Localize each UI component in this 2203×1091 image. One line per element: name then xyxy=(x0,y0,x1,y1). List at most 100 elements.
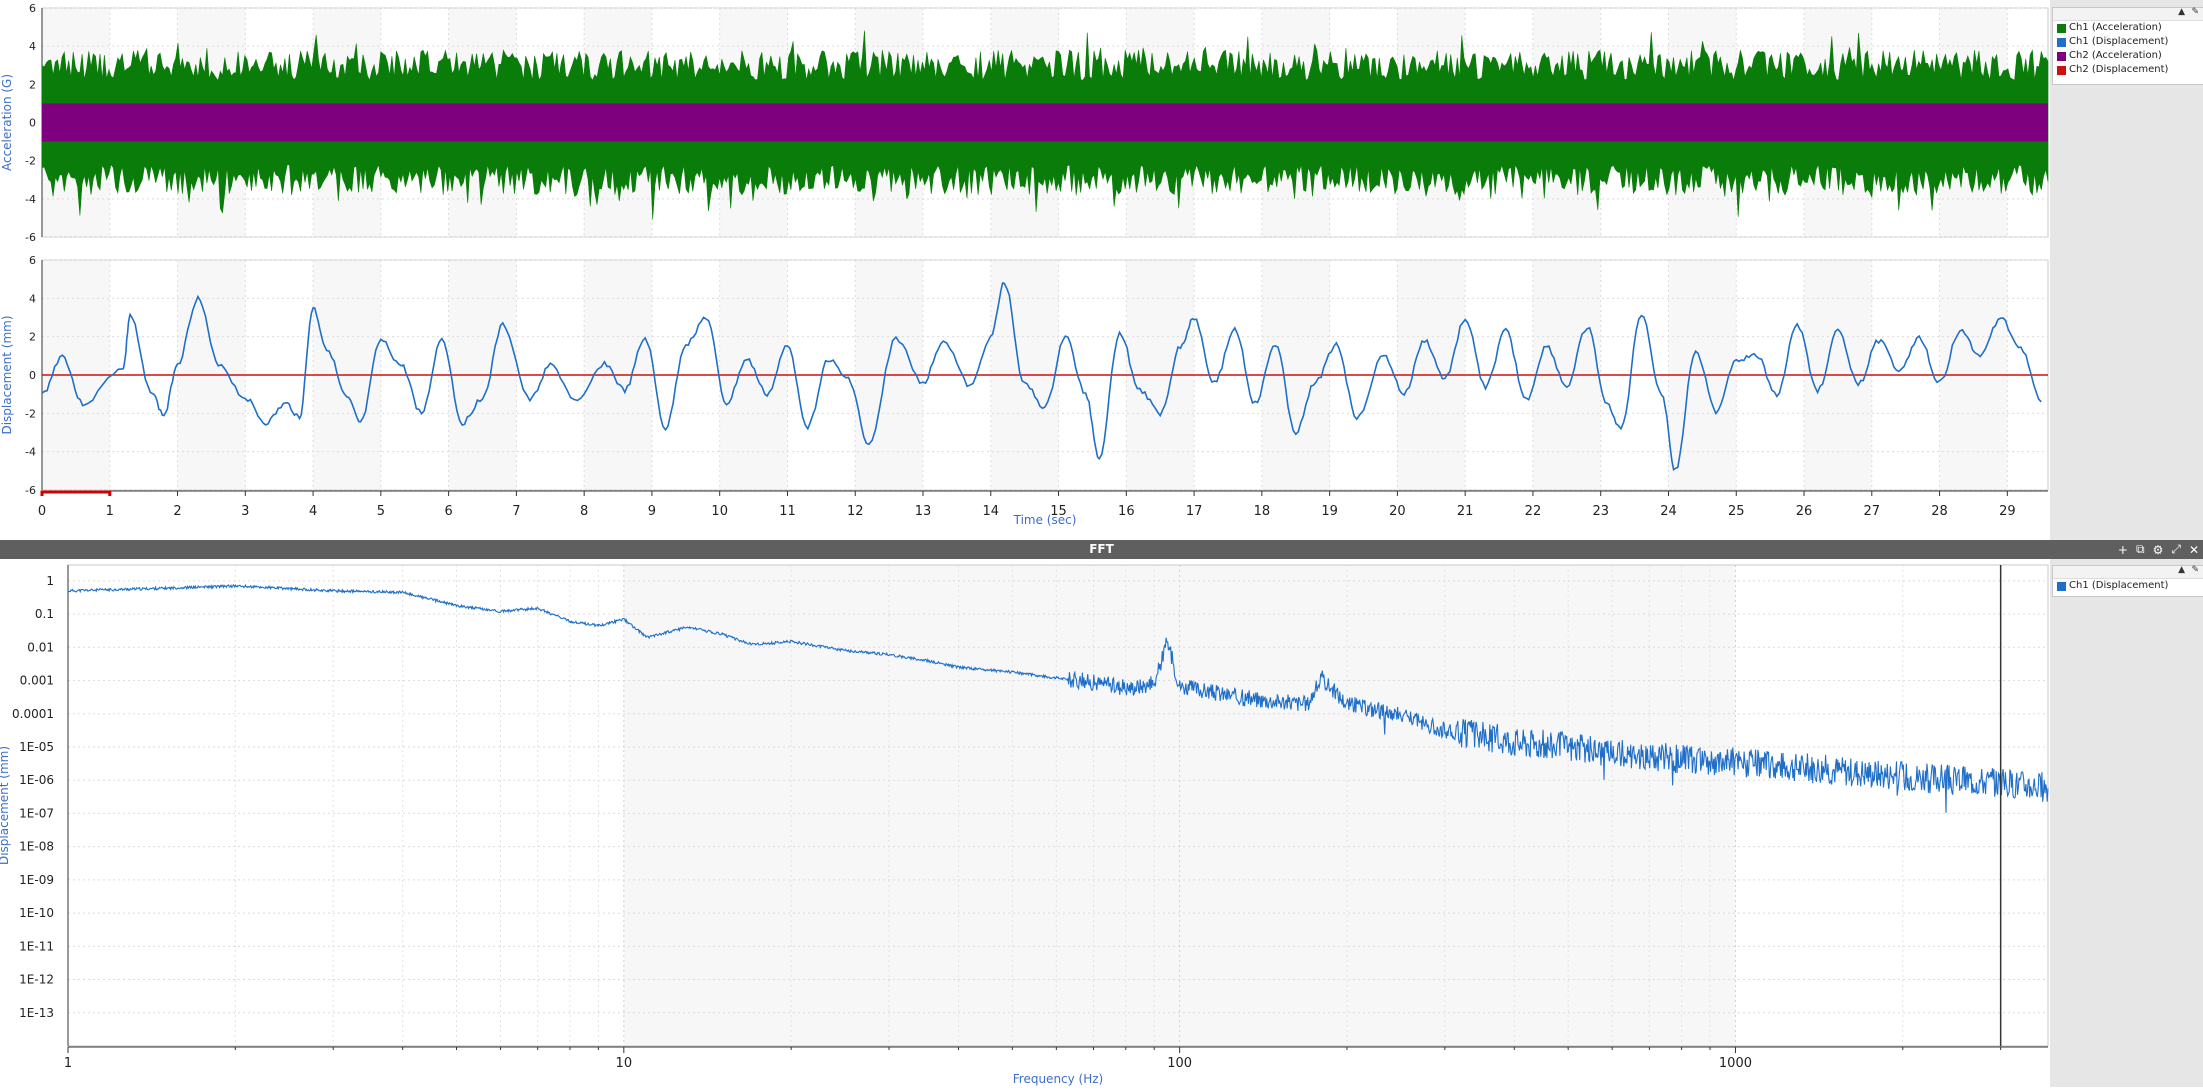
x-tick-label: 100 xyxy=(1167,1056,1192,1071)
x-tick-label: 1 xyxy=(64,1056,72,1071)
y-axis-label: Acceleration (G) xyxy=(0,74,14,171)
legend-time[interactable]: ▲ ✎ Ch1 (Acceleration) Ch1 (Displacement… xyxy=(2052,7,2203,85)
legend-item[interactable]: Ch1 (Displacement) xyxy=(2053,579,2203,593)
copy-icon[interactable]: ⧉ xyxy=(2135,542,2145,556)
x-tick-label: 8 xyxy=(580,504,588,519)
x-tick-label: 26 xyxy=(1796,504,1813,519)
x-tick-label: 13 xyxy=(915,504,932,519)
y-tick-label: 6 xyxy=(29,254,36,267)
y-tick-label: 4 xyxy=(29,292,36,305)
y-tick-label: 1E-11 xyxy=(19,939,54,953)
y-tick-label: 2 xyxy=(29,331,36,344)
add-icon[interactable]: + xyxy=(2117,542,2128,557)
legend-item[interactable]: Ch1 (Displacement) xyxy=(2053,35,2203,49)
x-tick-label: 17 xyxy=(1186,504,1203,519)
x-tick-label: 10 xyxy=(711,504,728,519)
x-tick-label: 10 xyxy=(616,1056,633,1071)
legend-sidebar xyxy=(2050,0,2203,540)
y-tick-label: 0.001 xyxy=(20,674,54,688)
time-domain-panel: 6 4 2 0 -2 -4 -6 Acceleration (G) 6 4 2 0 -2 -4 -6 Disp… xyxy=(0,0,2203,540)
y-tick-label: 2 xyxy=(29,78,36,91)
x-tick-label: 1 xyxy=(106,504,114,519)
edit-icon[interactable]: ✎ xyxy=(2191,7,2199,17)
legend-sidebar-fft xyxy=(2050,559,2203,1087)
x-tick-label: 15 xyxy=(1050,504,1067,519)
edit-icon[interactable]: ✎ xyxy=(2191,565,2199,575)
x-tick-label: 24 xyxy=(1660,504,1677,519)
x-tick-label: 29 xyxy=(1999,504,2016,519)
collapse-icon[interactable]: ▲ xyxy=(2178,7,2185,17)
fft-chart[interactable]: 1 0.1 0.01 0.001 0.0001 1E-05 1E-06 1E-07 1E-08 1… xyxy=(0,559,2052,1087)
y-tick-label: -6 xyxy=(25,231,36,244)
maximize-icon[interactable]: ⤢ xyxy=(2171,542,2181,556)
fft-window-buttons: + ⧉ ⚙ ⤢ ✕ xyxy=(2118,540,2199,559)
fft-panel: 1 0.1 0.01 0.001 0.0001 1E-05 1E-06 1E-07 1E-08 1… xyxy=(0,559,2203,1087)
y-axis-label: Displacement (mm) xyxy=(0,315,14,434)
y-tick-label: 1 xyxy=(46,574,54,588)
x-tick-label: 22 xyxy=(1525,504,1542,519)
y-tick-label: 0.0001 xyxy=(12,707,54,721)
x-tick-label: 1000 xyxy=(1719,1056,1752,1071)
legend-label: Ch2 (Displacement) xyxy=(2069,64,2169,75)
x-axis-label: Time (sec) xyxy=(1013,513,1077,527)
y-tick-label: -2 xyxy=(25,407,36,420)
legend-item[interactable]: Ch2 (Acceleration) xyxy=(2053,49,2203,63)
legend-item[interactable]: Ch1 (Acceleration) xyxy=(2053,21,2203,35)
x-tick-label: 23 xyxy=(1592,504,1609,519)
legend-label: Ch2 (Acceleration) xyxy=(2069,50,2162,61)
y-tick-label: 0.1 xyxy=(35,607,54,621)
legend-label: Ch1 (Displacement) xyxy=(2069,36,2169,47)
y-tick-label: 1E-07 xyxy=(19,806,54,820)
legend-fft[interactable]: ▲ ✎ Ch1 (Displacement) xyxy=(2052,565,2203,597)
swatch-icon xyxy=(2057,65,2066,75)
x-tick-label: 20 xyxy=(1389,504,1406,519)
y-tick-label: -2 xyxy=(25,155,36,168)
x-tick-label: 5 xyxy=(377,504,385,519)
y-axis-label: Displacement (mm) xyxy=(0,746,11,865)
x-tick-label: 14 xyxy=(983,504,1000,519)
y-tick-label: 1E-13 xyxy=(19,1006,54,1020)
y-tick-label: 1E-05 xyxy=(19,740,54,754)
x-tick-label: 3 xyxy=(241,504,249,519)
legend-toolbar: ▲ ✎ xyxy=(2053,565,2203,579)
x-tick-label: 6 xyxy=(444,504,452,519)
y-tick-label: -4 xyxy=(25,446,36,459)
swatch-icon xyxy=(2057,23,2066,33)
y-tick-label: -6 xyxy=(25,484,36,497)
y-tick-label: 1E-10 xyxy=(19,906,54,920)
y-tick-label: 1E-08 xyxy=(19,840,54,854)
x-tick-label: 21 xyxy=(1457,504,1474,519)
x-axis-label: Frequency (Hz) xyxy=(1013,1072,1104,1086)
swatch-icon xyxy=(2057,37,2066,47)
close-icon[interactable]: ✕ xyxy=(2188,542,2199,557)
y-tick-label: 1E-09 xyxy=(19,873,54,887)
y-tick-label: 6 xyxy=(29,2,36,15)
y-tick-label: 1E-12 xyxy=(19,973,54,987)
x-tick-label: 18 xyxy=(1254,504,1271,519)
x-tick-label: 28 xyxy=(1931,504,1948,519)
swatch-icon xyxy=(2057,51,2066,61)
legend-item[interactable]: Ch2 (Displacement) xyxy=(2053,63,2203,77)
y-tick-label: 0.01 xyxy=(27,640,54,654)
y-tick-label: 4 xyxy=(29,40,36,53)
x-tick-label: 16 xyxy=(1118,504,1135,519)
swatch-icon xyxy=(2057,581,2066,591)
collapse-icon[interactable]: ▲ xyxy=(2178,565,2185,575)
selection-range-handle[interactable] xyxy=(40,490,112,496)
y-tick-label: 1E-06 xyxy=(19,773,54,787)
legend-label: Ch1 (Acceleration) xyxy=(2069,22,2162,33)
y-tick-label: 0 xyxy=(29,369,36,382)
x-tick-label: 9 xyxy=(648,504,656,519)
y-tick-label: -4 xyxy=(25,193,36,206)
x-tick-label: 25 xyxy=(1728,504,1745,519)
x-tick-label: 4 xyxy=(309,504,317,519)
gear-icon[interactable]: ⚙ xyxy=(2152,542,2164,557)
legend-toolbar: ▲ ✎ xyxy=(2053,7,2203,21)
x-tick-label: 7 xyxy=(512,504,520,519)
x-tick-label: 12 xyxy=(847,504,864,519)
y-tick-label: 0 xyxy=(29,117,36,130)
x-tick-label: 19 xyxy=(1321,504,1338,519)
x-tick-label: 0 xyxy=(38,504,46,519)
x-tick-label: 11 xyxy=(779,504,796,519)
